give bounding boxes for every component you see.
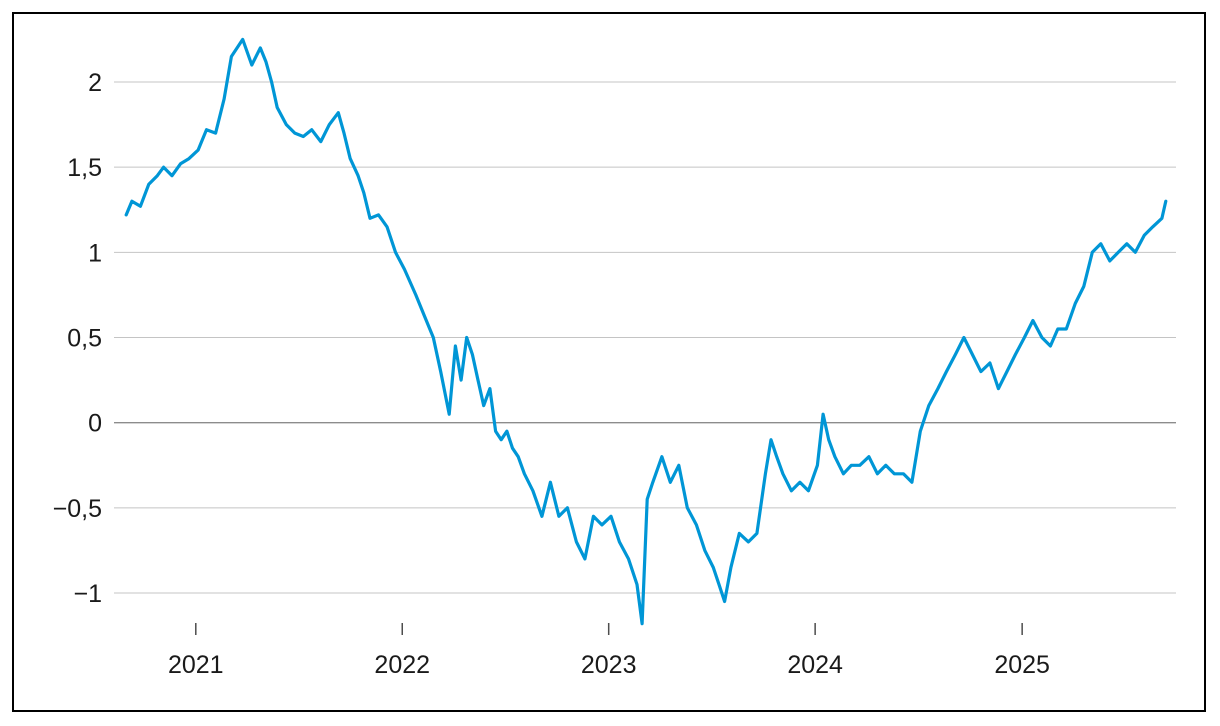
y-tick-label: 0,5 xyxy=(67,325,102,353)
x-tick-label: 2025 xyxy=(994,651,1050,679)
y-tick-label: −1 xyxy=(73,580,102,608)
x-tick-label: 2023 xyxy=(581,651,637,679)
gridlines xyxy=(114,81,1176,594)
line-chart: 2 1,5 1 0,5 0 −0,5 −1 2021 2022 2023 2024 2025 xyxy=(53,37,1176,679)
x-tick-label: 2022 xyxy=(374,651,430,679)
x-axis: 2021 2022 2023 2024 2025 xyxy=(168,623,1050,679)
y-tick-label: 0 xyxy=(88,410,102,438)
y-tick-label: −0,5 xyxy=(53,495,102,523)
x-tick-label: 2021 xyxy=(168,651,224,679)
y-axis-tick-labels: 2 1,5 1 0,5 0 −0,5 −1 xyxy=(53,69,102,608)
x-tick-label: 2024 xyxy=(787,651,843,679)
y-tick-label: 1 xyxy=(88,239,102,267)
chart-frame: 2 1,5 1 0,5 0 −0,5 −1 2021 2022 2023 2024 2025 xyxy=(12,12,1206,712)
plot-area xyxy=(124,37,1168,626)
y-tick-label: 2 xyxy=(88,69,102,97)
series-line xyxy=(124,37,1168,626)
y-tick-label: 1,5 xyxy=(67,154,102,182)
